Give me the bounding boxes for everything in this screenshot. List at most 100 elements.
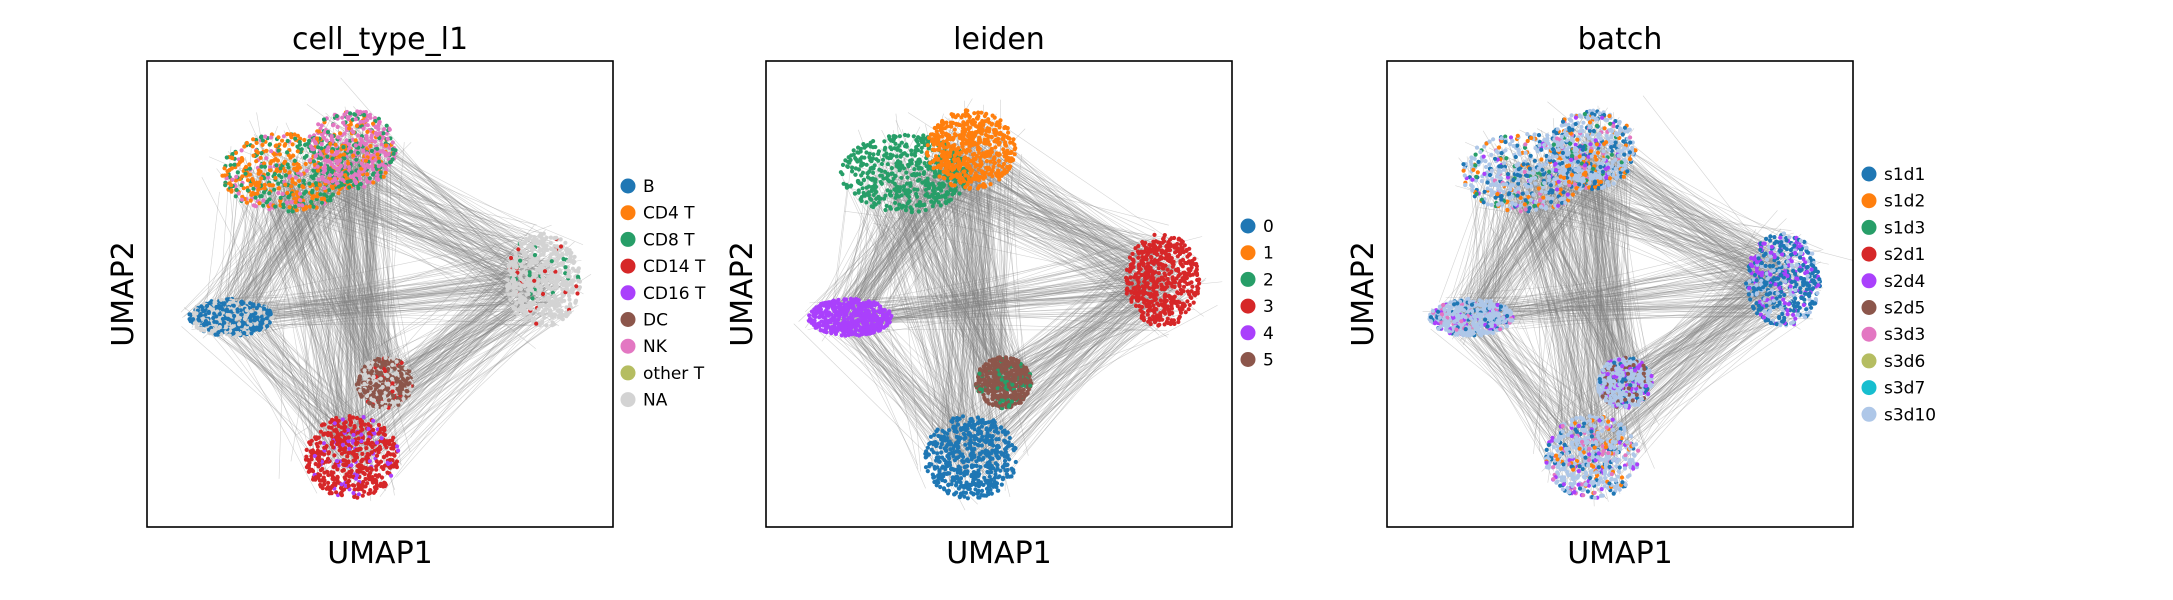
graph-edge [306,103,529,265]
point-dc [361,388,366,393]
point-dc [371,403,376,408]
point-dc [399,382,405,387]
graph-edge [242,267,547,323]
graph-edge [201,168,293,327]
graph-edge [922,171,1003,367]
graph-edge [225,175,370,312]
point-nk [322,164,328,170]
point-cd14-t [329,425,334,430]
graph-edge [925,175,1011,369]
graph-edge [843,210,1159,255]
graph-edge [919,186,1026,365]
point-nk [268,135,274,140]
point-cd14-t [349,468,354,473]
point-cd8-t [230,152,235,157]
graph-edge [910,165,968,458]
point-cd8-t [286,165,291,170]
point-2 [911,134,916,139]
graph-edge [846,257,1157,325]
point-cd14-t [316,463,321,468]
graph-edge [209,157,326,312]
point-cd8-t [326,198,331,203]
point-cd14-t [376,450,381,455]
point-b [248,318,253,323]
graph-edge [224,141,321,302]
graph-edge [998,157,1002,362]
point-cd14-t [307,440,312,445]
point-na [573,298,579,303]
point-na [542,315,547,320]
graph-edge [232,270,547,317]
graph-edge [1013,244,1147,375]
graph-edge [269,199,272,313]
graph-edge [340,157,379,401]
point-cd14-t [553,269,558,274]
point-cd8-t [349,149,354,154]
graph-edge [829,312,994,483]
graph-edge [280,291,543,328]
graph-edge [363,305,577,466]
graph-edge [364,168,528,306]
point-b [225,308,230,314]
point-2 [938,203,943,208]
point-cd4-t [293,181,298,186]
graph-edge [882,325,974,481]
point-cd8-t [339,183,344,188]
graph-edge [956,161,1002,373]
point-b [231,303,236,308]
graph-edge [962,172,969,462]
point-na [552,248,557,253]
graph-edge [232,163,359,323]
point-2 [840,162,846,167]
graph-edge [852,164,945,322]
graph-edge [300,186,370,367]
graph-edge [223,318,362,486]
graph-edge [863,165,995,312]
legend-label: CD14 T [643,257,706,277]
graph-edge [254,316,361,437]
graph-edge [361,168,539,256]
graph-edge [1005,275,1193,369]
point-2 [930,204,935,209]
graph-edge [831,182,849,311]
graph-edge [835,161,889,301]
graph-edge [373,289,535,359]
graph-edge [354,158,402,466]
graph-edge [973,258,1132,473]
point-cd4-t [240,158,245,163]
point-dc [386,398,391,403]
point-nk [265,175,271,180]
graph-edge [994,154,1014,396]
point-cd14-t [338,431,343,437]
graph-edge [286,197,391,387]
point-na [390,362,395,367]
graph-edge [880,160,975,320]
point-cd4-t [316,129,321,134]
graph-edge [1013,277,1170,469]
point-cd8-t [347,185,352,190]
point-na [391,356,396,361]
graph-edge [864,331,937,453]
graph-edge [962,177,1029,456]
point-dc [370,369,375,374]
graph-edge [234,260,526,310]
graph-edge [364,157,395,383]
point-cd4-t [315,136,320,141]
point-b [232,313,237,319]
point-na [389,376,395,381]
point-cd8-t [258,135,264,140]
point-dc [387,361,392,366]
point-b [239,312,244,317]
graph-edge [326,176,378,393]
graph-edge [330,184,406,380]
graph-edge [260,153,351,457]
graph-edge [981,170,1019,382]
graph-edge [964,153,1156,232]
point-na [543,280,548,285]
point-cd8-t [330,192,335,197]
point-nk [321,170,326,175]
graph-edge [283,179,395,379]
graph-edge [319,176,536,349]
graph-edge [928,191,985,369]
point-na [544,243,549,248]
